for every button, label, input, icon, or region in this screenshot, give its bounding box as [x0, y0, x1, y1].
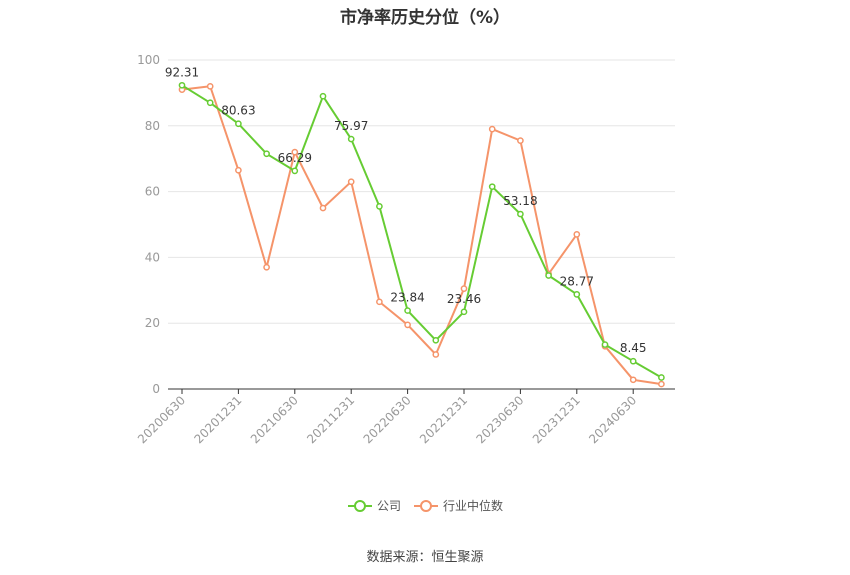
data-point	[206, 99, 214, 107]
data-point	[573, 290, 581, 298]
series-line-industry	[181, 85, 662, 386]
series-layer	[178, 81, 665, 388]
legend-label-company: 公司	[377, 499, 401, 513]
data-point	[573, 231, 581, 238]
data-point	[376, 298, 383, 306]
y-tick-label: 100	[137, 53, 160, 67]
data-point	[235, 166, 242, 174]
data-point	[460, 285, 468, 293]
x-tick-label: 20230630	[473, 393, 526, 446]
x-tick-label: 20221231	[417, 393, 470, 446]
data-point	[404, 307, 411, 314]
y-tick-label: 20	[145, 316, 160, 330]
grid-lines	[168, 59, 675, 324]
y-axis-ticks: 0 20 40 60 80 100	[137, 53, 160, 396]
y-tick-label: 80	[145, 119, 160, 133]
legend: 公司 行业中位数	[348, 498, 503, 513]
data-label: 23.46	[447, 292, 481, 306]
data-point	[291, 148, 299, 156]
y-tick-label: 0	[152, 382, 160, 396]
source-note: 数据来源：恒生聚源	[366, 550, 484, 565]
data-point	[488, 183, 496, 191]
series-line-company	[181, 84, 662, 379]
chart-title: 市净率历史分位（%）	[339, 8, 511, 28]
data-point	[432, 336, 440, 344]
data-point	[319, 204, 327, 212]
legend-marker-industry	[420, 500, 432, 512]
data-point	[263, 263, 270, 271]
data-point	[460, 308, 468, 316]
data-point	[658, 380, 665, 388]
data-point	[319, 92, 327, 100]
data-point	[517, 137, 524, 144]
x-tick-label: 20200630	[135, 393, 188, 446]
data-label: 8.45	[620, 341, 647, 355]
y-tick-label: 60	[145, 185, 160, 199]
data-point	[545, 272, 552, 279]
data-point	[376, 203, 383, 210]
data-label: 92.31	[165, 65, 199, 79]
data-point	[263, 150, 270, 158]
y-tick-label: 40	[145, 250, 160, 264]
data-label: 80.63	[221, 104, 255, 118]
x-tick-label: 20201231	[191, 393, 244, 446]
data-point	[178, 81, 186, 89]
data-point	[629, 376, 637, 384]
data-point	[235, 120, 242, 128]
x-tick-label: 20240630	[586, 393, 639, 446]
data-point	[347, 135, 355, 143]
data-point	[488, 125, 496, 133]
legend-label-industry: 行业中位数	[443, 498, 503, 513]
x-tick-label: 20231231	[530, 393, 583, 446]
data-point	[347, 178, 355, 186]
data-point	[432, 351, 440, 358]
data-point	[517, 210, 524, 218]
data-point	[206, 82, 214, 90]
data-point	[629, 357, 637, 365]
x-axis: 20200630 20201231 20210630 20211231 20220630…	[135, 388, 675, 446]
data-labels: 92.31 80.63 66.29 75.97 23.84 23.46 53.18 28.77…	[165, 65, 647, 355]
x-tick-label: 20211231	[304, 393, 357, 446]
data-label: 28.77	[560, 274, 594, 288]
data-label: 23.84	[390, 291, 424, 305]
data-point	[291, 167, 299, 175]
data-label: 75.97	[334, 119, 368, 133]
legend-marker-company	[354, 500, 366, 512]
data-point	[601, 341, 609, 348]
data-label: 66.29	[278, 151, 312, 165]
x-tick-label: 20210630	[248, 393, 301, 446]
data-point	[404, 321, 411, 329]
data-label: 53.18	[503, 194, 537, 208]
data-point	[658, 374, 665, 381]
x-tick-label: 20220630	[361, 393, 414, 446]
